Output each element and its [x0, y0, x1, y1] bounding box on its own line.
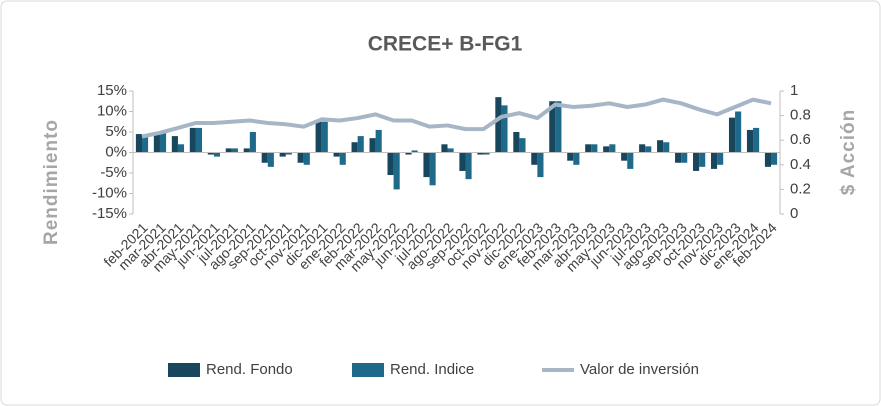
bar	[339, 152, 346, 165]
legend-swatch	[352, 363, 384, 377]
y-axis-title: Rendimiento	[41, 119, 62, 245]
bar	[567, 152, 574, 161]
y-tick-label: 5%	[105, 123, 127, 140]
bar	[573, 152, 580, 165]
bar	[681, 152, 688, 163]
bar	[351, 142, 358, 153]
bar	[753, 127, 760, 153]
y-tick-label: 15%	[97, 82, 127, 99]
bar	[177, 144, 185, 153]
bar	[603, 146, 610, 153]
bar	[495, 97, 502, 153]
bar	[357, 136, 364, 153]
bar	[141, 136, 149, 153]
bar	[261, 152, 268, 163]
bar	[663, 142, 670, 153]
bar	[321, 121, 328, 153]
bar	[531, 152, 538, 165]
y2-tick-label: 0.4	[790, 156, 811, 173]
bar	[710, 152, 718, 169]
bar	[728, 117, 736, 153]
bar	[477, 152, 484, 155]
y2-tick-label: 1	[790, 82, 798, 99]
bar	[465, 152, 472, 180]
y2-tick-label: 0.6	[790, 131, 811, 148]
bar	[645, 146, 652, 153]
bar	[764, 152, 772, 167]
bar	[135, 134, 142, 153]
bar	[609, 144, 616, 153]
bar	[171, 136, 178, 153]
bar	[483, 152, 490, 155]
bar	[225, 148, 232, 153]
bar	[195, 127, 203, 153]
y-tick-label: -15%	[92, 205, 127, 222]
bar	[231, 148, 238, 153]
y-tick-label: 0%	[105, 143, 127, 160]
legend-label: Rend. Fondo	[206, 361, 293, 378]
chart-title: CRECE+ B-FG1	[368, 33, 523, 56]
bar	[459, 152, 466, 171]
bar	[699, 152, 706, 167]
bar	[297, 152, 304, 163]
y-tick-label: -5%	[100, 164, 127, 181]
bar	[537, 152, 544, 178]
bar	[639, 144, 646, 153]
bar	[213, 152, 220, 157]
bar	[411, 150, 418, 153]
bar	[369, 138, 376, 153]
bar	[441, 144, 448, 153]
line-series	[141, 97, 772, 139]
bar	[405, 152, 412, 155]
bar	[447, 148, 454, 153]
bar	[555, 101, 562, 153]
bar	[429, 152, 436, 186]
bar	[159, 132, 167, 153]
bar	[501, 105, 508, 153]
bar	[591, 144, 598, 153]
bar	[657, 140, 664, 153]
bar	[519, 138, 526, 153]
bar	[693, 152, 700, 171]
legend-swatch	[168, 363, 200, 377]
bar	[423, 152, 430, 178]
y2-tick-label: 0.8	[790, 107, 811, 124]
bar	[771, 152, 778, 165]
bar	[267, 152, 274, 167]
bar	[549, 101, 556, 153]
bar	[675, 152, 682, 163]
bar	[585, 144, 592, 153]
bar	[375, 129, 382, 153]
bar	[393, 152, 400, 190]
bar	[285, 152, 292, 155]
legend-label: Rend. Indice	[390, 361, 474, 378]
bar	[513, 132, 520, 153]
bar	[387, 152, 394, 176]
bar	[717, 152, 724, 165]
y-tick-label: 10%	[97, 102, 127, 119]
bar	[627, 152, 634, 169]
bar	[621, 152, 628, 161]
bar	[243, 148, 250, 153]
bar	[153, 132, 160, 153]
bar	[279, 152, 286, 157]
legend-label: Valor de inversión	[580, 361, 699, 378]
y2-tick-label: 0.2	[790, 180, 811, 197]
y-tick-label: -10%	[92, 184, 127, 201]
bar	[333, 152, 340, 157]
bar	[207, 152, 214, 155]
y2-axis-title: $ Acción	[838, 109, 859, 196]
bar	[249, 132, 256, 153]
bar	[315, 121, 322, 153]
bar	[735, 111, 742, 153]
bar	[746, 129, 754, 153]
bar	[189, 127, 196, 153]
y2-tick-label: 0	[790, 205, 798, 222]
bar	[303, 152, 310, 165]
